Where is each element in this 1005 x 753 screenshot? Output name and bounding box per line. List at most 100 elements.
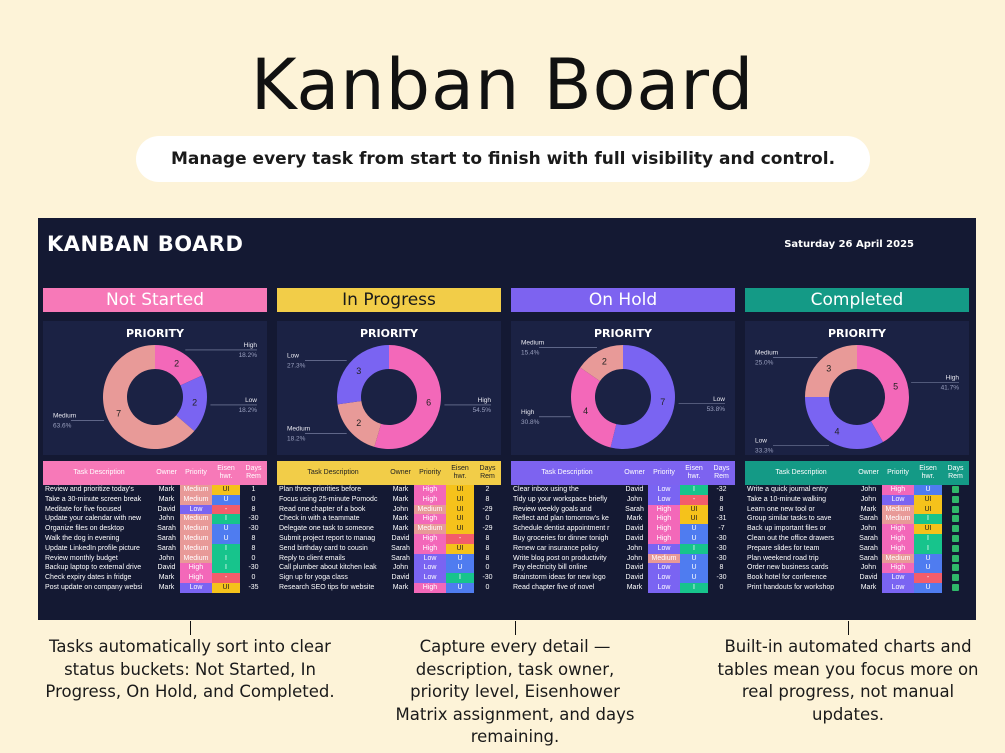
table-row[interactable]: Delegate one task to someone Mark Medium UI… bbox=[277, 524, 501, 534]
header-eisenhower[interactable]: Eisen hwr. bbox=[451, 465, 469, 480]
task-owner: Mark bbox=[860, 583, 877, 591]
header-days-remaining[interactable]: Days Rem bbox=[479, 465, 496, 480]
table-row[interactable]: Send birthday card to cousin Sarah High UI 8 bbox=[277, 543, 501, 554]
slice-name-label: High bbox=[478, 397, 492, 404]
slice-value-label: 2 bbox=[602, 357, 607, 367]
chart-title: PRIORITY bbox=[359, 327, 418, 340]
slice-value-label: 7 bbox=[660, 397, 665, 407]
table-row[interactable]: Buy groceries for dinner tonigh David High… bbox=[511, 533, 735, 544]
table-row[interactable]: Sign up for yoga class David Low I -30 bbox=[277, 573, 501, 583]
table-row[interactable]: Submit project report to manag David High -… bbox=[277, 533, 501, 544]
table-row[interactable]: Book hotel for conference David Low - bbox=[745, 573, 969, 583]
table-row[interactable]: Review weekly goals and Sarah High UI 8 bbox=[511, 504, 735, 515]
column-header-in-progress[interactable]: In Progress bbox=[277, 288, 501, 312]
table-row[interactable]: Clear inbox using the David Low I -32 bbox=[511, 485, 735, 495]
table-row[interactable]: Review monthly budget John Medium I 0 bbox=[43, 553, 267, 564]
header-task-description[interactable]: Task Description bbox=[73, 469, 125, 476]
table-header: Task Description Owner Priority Eisen hwr. D… bbox=[511, 461, 735, 485]
table-row[interactable]: Write a quick journal entry John High U bbox=[745, 485, 969, 495]
slice-name-label: Medium bbox=[53, 412, 76, 419]
table-row[interactable]: Check expiry dates in fridge Mark High - 0 bbox=[43, 573, 267, 583]
eisenhower-badge: UI bbox=[446, 494, 474, 505]
table-row[interactable]: Take a 10-minute walking John Low UI bbox=[745, 494, 969, 505]
slice-name-label: Low bbox=[755, 437, 767, 444]
eisenhower-badge: U bbox=[680, 533, 708, 544]
header-priority[interactable]: Priority bbox=[887, 469, 909, 476]
task-owner: Mark bbox=[158, 583, 175, 591]
table-row[interactable]: Back up important files or John High UI bbox=[745, 524, 969, 534]
table-row[interactable]: Learn one new tool or Mark Medium UI bbox=[745, 504, 969, 515]
table-row[interactable]: Backup laptop to external drive David High… bbox=[43, 563, 267, 574]
header-task-description[interactable]: Task Description bbox=[775, 469, 827, 476]
days-remaining: -7 bbox=[718, 525, 725, 533]
task-owner: Sarah bbox=[157, 525, 176, 533]
table-row[interactable]: Order new business cards John High U bbox=[745, 563, 969, 574]
header-eisenhower[interactable]: Eisen hwr. bbox=[685, 465, 703, 480]
column-header-completed[interactable]: Completed bbox=[745, 288, 969, 312]
header-priority[interactable]: Priority bbox=[653, 469, 675, 476]
table-row[interactable]: Research SEO tips for website Mark High U 0 bbox=[277, 582, 501, 593]
table-row[interactable]: Update your calendar with new John Medium I… bbox=[43, 514, 267, 525]
chart-title: PRIORITY bbox=[593, 327, 652, 340]
table-row[interactable]: Prepare slides for team Sarah High I bbox=[745, 543, 969, 554]
priority-badge: High bbox=[180, 563, 212, 574]
header-task-description[interactable]: Task Description bbox=[541, 469, 593, 476]
table-row[interactable]: Write blog post on productivity John Mediu… bbox=[511, 553, 735, 564]
header-eisenhower[interactable]: Eisen hwr. bbox=[217, 465, 235, 480]
priority-badge: Low bbox=[648, 494, 680, 505]
table-row[interactable]: Group similar tasks to save Sarah Medium I bbox=[745, 514, 969, 525]
table-row[interactable]: Pay electricity bill online David Low U 8 bbox=[511, 563, 735, 574]
header-owner[interactable]: Owner bbox=[390, 469, 411, 476]
slice-value-label: 2 bbox=[356, 418, 361, 428]
header-owner[interactable]: Owner bbox=[858, 469, 879, 476]
column-header-on-hold[interactable]: On Hold bbox=[511, 288, 735, 312]
header-task-description[interactable]: Task Description bbox=[307, 469, 359, 476]
task-description: Check expiry dates in fridge bbox=[45, 574, 132, 582]
table-row[interactable]: Print handouts for workshop Mark Low U bbox=[745, 582, 969, 593]
days-remaining: -30 bbox=[248, 515, 259, 523]
table-row[interactable]: Read one chapter of a book John Medium UI -2… bbox=[277, 504, 501, 515]
table-row[interactable]: Clean out the office drawers Sarah High I bbox=[745, 533, 969, 544]
table-row[interactable]: Plan weekend road trip Sarah Medium U bbox=[745, 553, 969, 564]
header-priority[interactable]: Priority bbox=[185, 469, 207, 476]
header-owner[interactable]: Owner bbox=[156, 469, 177, 476]
task-table-not-started: Task Description Owner Priority Eisen hwr. D… bbox=[43, 461, 267, 593]
table-row[interactable]: Call plumber about kitchen leak John Low U 0 bbox=[277, 563, 501, 574]
table-row[interactable]: Take a 30-minute screen break Mark Medium U… bbox=[43, 494, 267, 505]
task-owner: Sarah bbox=[391, 544, 410, 552]
header-owner[interactable]: Owner bbox=[624, 469, 645, 476]
column-completed: Completed PRIORITY 5 High 41.7% 4 Low 33.3% 3 Med… bbox=[745, 288, 969, 593]
header-days-remaining[interactable]: Days Rem bbox=[245, 465, 262, 480]
days-remaining: 0 bbox=[251, 574, 256, 582]
table-row[interactable]: Organize files on desktop Sarah Medium U -30 bbox=[43, 524, 267, 534]
table-row[interactable]: Check in with a teammate Mark High UI 0 bbox=[277, 514, 501, 525]
header-days-remaining[interactable]: Days Rem bbox=[947, 465, 964, 480]
table-row[interactable]: Schedule dentist appointment r David High U… bbox=[511, 524, 735, 534]
column-header-not-started[interactable]: Not Started bbox=[43, 288, 267, 312]
column-on-hold: On Hold PRIORITY 7 Low 53.8% 4 High 30.8% 2 Mediu… bbox=[511, 288, 735, 593]
table-row[interactable]: Review and prioritize today's Mark Medium U… bbox=[43, 485, 267, 495]
table-row[interactable]: Tidy up your workspace briefly John Low - 8 bbox=[511, 494, 735, 505]
table-row[interactable]: Walk the dog in evening Sarah Medium U 8 bbox=[43, 533, 267, 544]
table-row[interactable]: Read chapter five of novel Mark Low I 0 bbox=[511, 582, 735, 593]
table-row[interactable]: Post update on company websi Mark Low UI -35 bbox=[43, 582, 267, 593]
days-remaining: -32 bbox=[716, 486, 727, 493]
table-row[interactable]: Focus using 25-minute Pomodc Mark High UI 8 bbox=[277, 494, 501, 505]
table-row[interactable]: Brainstorm ideas for new logo David Low U -3… bbox=[511, 573, 735, 583]
table-row[interactable]: Meditate for five focused David Low - 8 bbox=[43, 504, 267, 515]
table-row[interactable]: Plan three priorities before Mark High UI 2 bbox=[277, 485, 501, 495]
days-remaining: 0 bbox=[719, 583, 724, 591]
priority-badge: Medium bbox=[180, 533, 212, 544]
table-row[interactable]: Reply to client emails Sarah Low U 8 bbox=[277, 553, 501, 564]
table-row[interactable]: Reflect and plan tomorrow's ke Mark High UI… bbox=[511, 514, 735, 525]
header-priority[interactable]: Priority bbox=[419, 469, 441, 476]
header-days-remaining[interactable]: Days Rem bbox=[713, 465, 730, 480]
task-owner: John bbox=[392, 564, 409, 572]
task-description: Prepare slides for team bbox=[747, 544, 820, 552]
header-eisenhower[interactable]: Eisen hwr. bbox=[919, 465, 937, 480]
eisenhower-badge: U bbox=[914, 563, 942, 574]
task-owner: John bbox=[860, 495, 877, 503]
table-row[interactable]: Renew car insurance policy John Low I -30 bbox=[511, 543, 735, 554]
days-remaining bbox=[942, 554, 969, 564]
table-row[interactable]: Update LinkedIn profile picture Sarah Medi… bbox=[43, 543, 267, 554]
